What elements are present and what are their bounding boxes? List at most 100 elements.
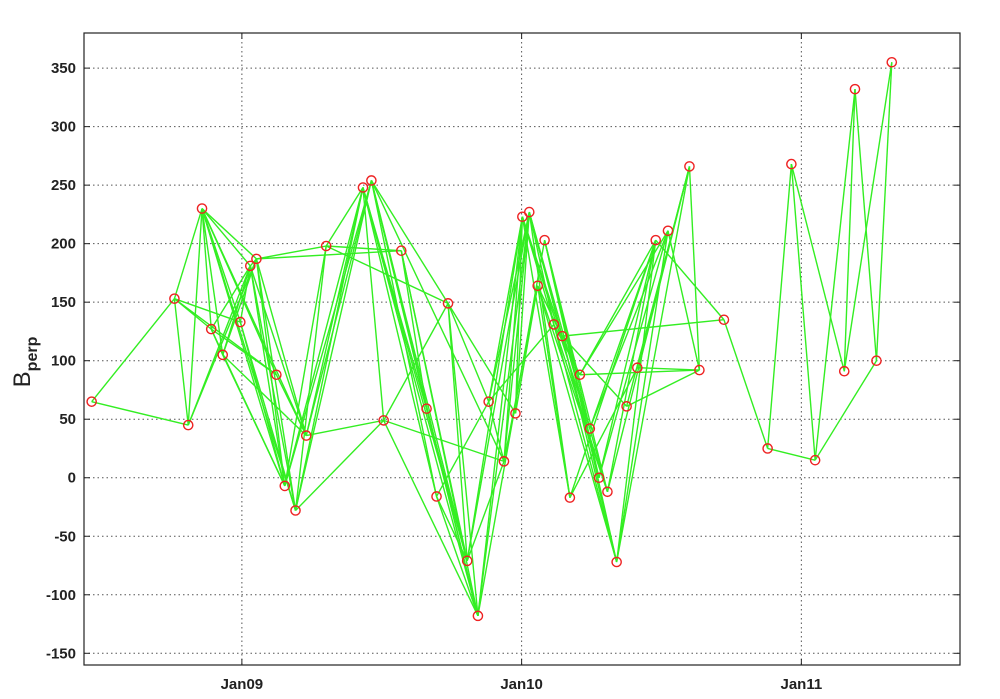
network-edge	[637, 367, 700, 371]
acquisition-point	[378, 415, 389, 426]
network-edge	[487, 401, 505, 462]
network-edge	[362, 187, 438, 497]
network-edge	[362, 187, 385, 421]
acquisition-point	[718, 314, 730, 326]
acquisition-point	[271, 369, 282, 381]
network-edge	[814, 89, 856, 461]
network-edge	[767, 447, 816, 461]
network-edge	[222, 258, 258, 356]
acquisition-point	[251, 253, 262, 265]
network-edge	[514, 216, 524, 414]
acquisition-point	[483, 396, 494, 407]
grid-lines	[84, 33, 960, 665]
network-edge	[447, 303, 490, 402]
y-tick-label: 350	[51, 60, 76, 77]
network-edge	[370, 180, 449, 304]
network-edge	[667, 230, 701, 371]
network-edge	[284, 187, 364, 487]
network-edge	[589, 239, 657, 429]
y-tick-label: -50	[54, 528, 76, 545]
acquisition-point	[532, 280, 544, 292]
network-edge	[790, 163, 845, 372]
network-edge	[435, 496, 479, 617]
y-tick-label: -100	[46, 587, 76, 604]
network-edge	[447, 302, 517, 414]
network-edge	[543, 240, 618, 563]
network-edge	[305, 187, 364, 436]
network-edge	[173, 208, 203, 299]
network-edge	[562, 319, 725, 337]
acquisition-point	[849, 83, 861, 95]
acquisition-point	[510, 408, 521, 419]
network-edge	[201, 208, 307, 436]
network-edge	[239, 265, 251, 323]
acquisition-point	[539, 234, 550, 246]
network-edge	[626, 369, 700, 407]
network-edge	[723, 319, 769, 449]
network-edge	[383, 303, 449, 421]
network-edge	[222, 354, 307, 437]
y-tick-label: -150	[46, 645, 76, 662]
acquisition-point	[442, 298, 454, 309]
acquisition-point	[217, 349, 229, 361]
network-edge	[400, 250, 428, 409]
acquisition-point	[196, 203, 208, 214]
network-edge	[615, 166, 691, 563]
y-tick-label: 200	[51, 236, 76, 253]
acquisition-point	[366, 175, 377, 186]
network-edge	[466, 216, 524, 561]
network-edge	[688, 166, 701, 371]
acquisition-point	[632, 362, 643, 374]
network-edge	[256, 245, 327, 260]
acquisition-point	[684, 161, 695, 172]
acquisition-point	[809, 454, 821, 466]
network-edge	[487, 216, 524, 402]
network-edge	[487, 211, 530, 402]
network-edge	[201, 208, 297, 511]
acquisition-point	[762, 443, 773, 454]
acquisition-point	[523, 206, 535, 218]
acquisition-point	[86, 396, 97, 407]
network-edge	[294, 245, 327, 511]
network-edge	[255, 258, 286, 487]
network-edge	[843, 62, 893, 372]
acquisition-point	[472, 610, 484, 622]
network-edge	[790, 164, 816, 461]
network-edge	[187, 208, 203, 426]
network-edge	[561, 335, 628, 407]
network-edge	[814, 360, 878, 461]
acquisition-point	[431, 491, 442, 502]
network-edge	[447, 303, 479, 616]
acquisition-point	[593, 472, 605, 484]
acquisition-point	[205, 323, 217, 335]
network-edge	[537, 285, 571, 498]
acquisition-point	[564, 492, 576, 503]
network-edge	[400, 250, 479, 616]
network-edge	[295, 419, 385, 512]
network-edge	[201, 208, 212, 330]
acquisition-points	[86, 56, 898, 622]
acquisition-point	[245, 260, 256, 272]
axis-ticks	[84, 33, 960, 665]
network-edge	[477, 216, 524, 616]
acquisition-point	[395, 245, 407, 256]
acquisition-point	[662, 225, 674, 237]
network-edge	[875, 62, 893, 361]
acquisition-point	[320, 240, 332, 252]
acquisition-point	[621, 401, 632, 412]
acquisition-point	[290, 505, 301, 516]
network-edge	[655, 239, 725, 321]
acquisition-point	[498, 456, 510, 467]
network-edge	[249, 265, 286, 487]
network-edge	[187, 258, 258, 426]
network-edge	[201, 208, 257, 260]
y-tick-label: 250	[51, 177, 76, 194]
network-edge	[843, 89, 856, 372]
network-edge	[579, 239, 657, 376]
network-edge	[537, 285, 609, 493]
network-edge	[173, 298, 189, 426]
network-edge	[222, 354, 286, 487]
acquisition-point	[838, 365, 850, 377]
network-edge	[383, 420, 479, 617]
